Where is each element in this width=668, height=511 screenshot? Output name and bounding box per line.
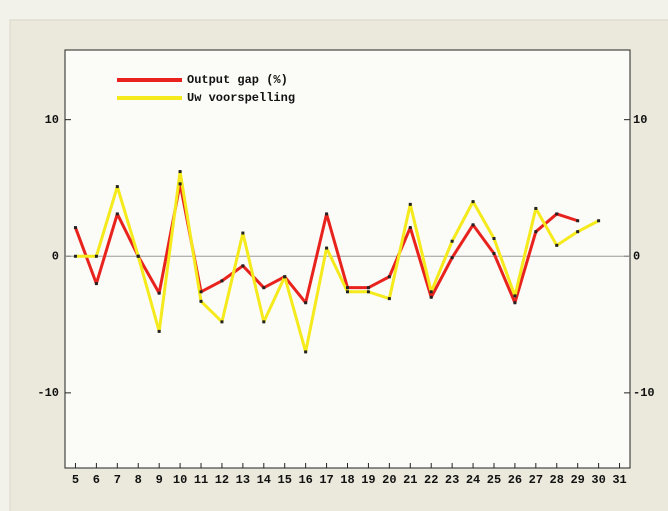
x-tick-label: 8 xyxy=(135,473,142,487)
point xyxy=(366,286,370,290)
x-tick-label: 12 xyxy=(215,473,229,487)
point xyxy=(513,294,517,298)
point xyxy=(408,226,412,230)
point xyxy=(136,254,140,258)
x-tick-label: 13 xyxy=(236,473,250,487)
point xyxy=(408,202,412,206)
point xyxy=(576,230,580,234)
point xyxy=(429,295,433,299)
plot-area xyxy=(64,49,631,469)
point xyxy=(241,264,245,268)
x-tick-label: 23 xyxy=(445,473,459,487)
x-tick-label: 21 xyxy=(403,473,417,487)
x-tick-label: 22 xyxy=(424,473,438,487)
legend-label: Uw voorspelling xyxy=(187,91,295,105)
point xyxy=(115,212,119,216)
point xyxy=(157,291,161,295)
y2-tick-label: 0 xyxy=(633,249,640,263)
point xyxy=(73,254,77,258)
point xyxy=(304,301,308,305)
y2-tick-label: -10 xyxy=(633,386,655,400)
x-tick-label: 10 xyxy=(173,473,187,487)
point xyxy=(304,350,308,354)
x-tick-label: 28 xyxy=(550,473,564,487)
point xyxy=(325,246,329,250)
point xyxy=(283,275,287,279)
point xyxy=(73,226,77,230)
point xyxy=(387,297,391,301)
x-tick-label: 25 xyxy=(487,473,501,487)
point xyxy=(157,329,161,333)
point xyxy=(534,206,538,210)
point xyxy=(576,219,580,223)
point xyxy=(220,279,224,283)
point xyxy=(492,237,496,241)
point xyxy=(534,230,538,234)
y-tick-label: -10 xyxy=(37,386,59,400)
x-tick-label: 11 xyxy=(194,473,208,487)
point xyxy=(220,320,224,324)
point xyxy=(387,275,391,279)
point xyxy=(94,282,98,286)
y-tick-label: 10 xyxy=(45,113,59,127)
point xyxy=(262,286,266,290)
point xyxy=(346,286,349,290)
point xyxy=(471,200,475,204)
point xyxy=(513,301,517,305)
x-tick-label: 5 xyxy=(72,473,79,487)
point xyxy=(492,252,496,256)
point xyxy=(325,212,329,216)
point xyxy=(366,290,370,294)
y-tick-label: 0 xyxy=(52,249,59,263)
point xyxy=(178,170,182,174)
x-tick-label: 18 xyxy=(340,473,354,487)
x-tick-label: 6 xyxy=(93,473,100,487)
point xyxy=(555,243,559,247)
legend-label: Output gap (%) xyxy=(187,73,288,87)
point xyxy=(241,231,245,235)
point xyxy=(597,219,601,223)
x-tick-label: 17 xyxy=(319,473,333,487)
point xyxy=(262,320,266,324)
point xyxy=(450,239,454,243)
x-tick-label: 30 xyxy=(591,473,605,487)
point xyxy=(94,254,98,258)
x-tick-label: 31 xyxy=(612,473,626,487)
x-tick-label: 20 xyxy=(382,473,396,487)
x-tick-label: 27 xyxy=(529,473,543,487)
x-tick-label: 26 xyxy=(508,473,522,487)
point xyxy=(429,290,433,294)
point xyxy=(346,290,349,294)
x-tick-label: 7 xyxy=(114,473,121,487)
x-tick-label: 29 xyxy=(570,473,584,487)
point xyxy=(199,290,203,294)
x-tick-label: 16 xyxy=(298,473,312,487)
x-tick-label: 24 xyxy=(466,473,480,487)
x-tick-label: 19 xyxy=(361,473,375,487)
x-tick-label: 9 xyxy=(156,473,163,487)
point xyxy=(471,223,475,227)
point xyxy=(555,212,559,216)
x-tick-label: 14 xyxy=(257,473,271,487)
point xyxy=(199,299,203,303)
point xyxy=(450,256,454,260)
series-line xyxy=(75,170,600,354)
y2-tick-label: 10 xyxy=(633,113,647,127)
point xyxy=(115,185,119,189)
x-tick-label: 15 xyxy=(278,473,292,487)
point xyxy=(178,182,182,186)
